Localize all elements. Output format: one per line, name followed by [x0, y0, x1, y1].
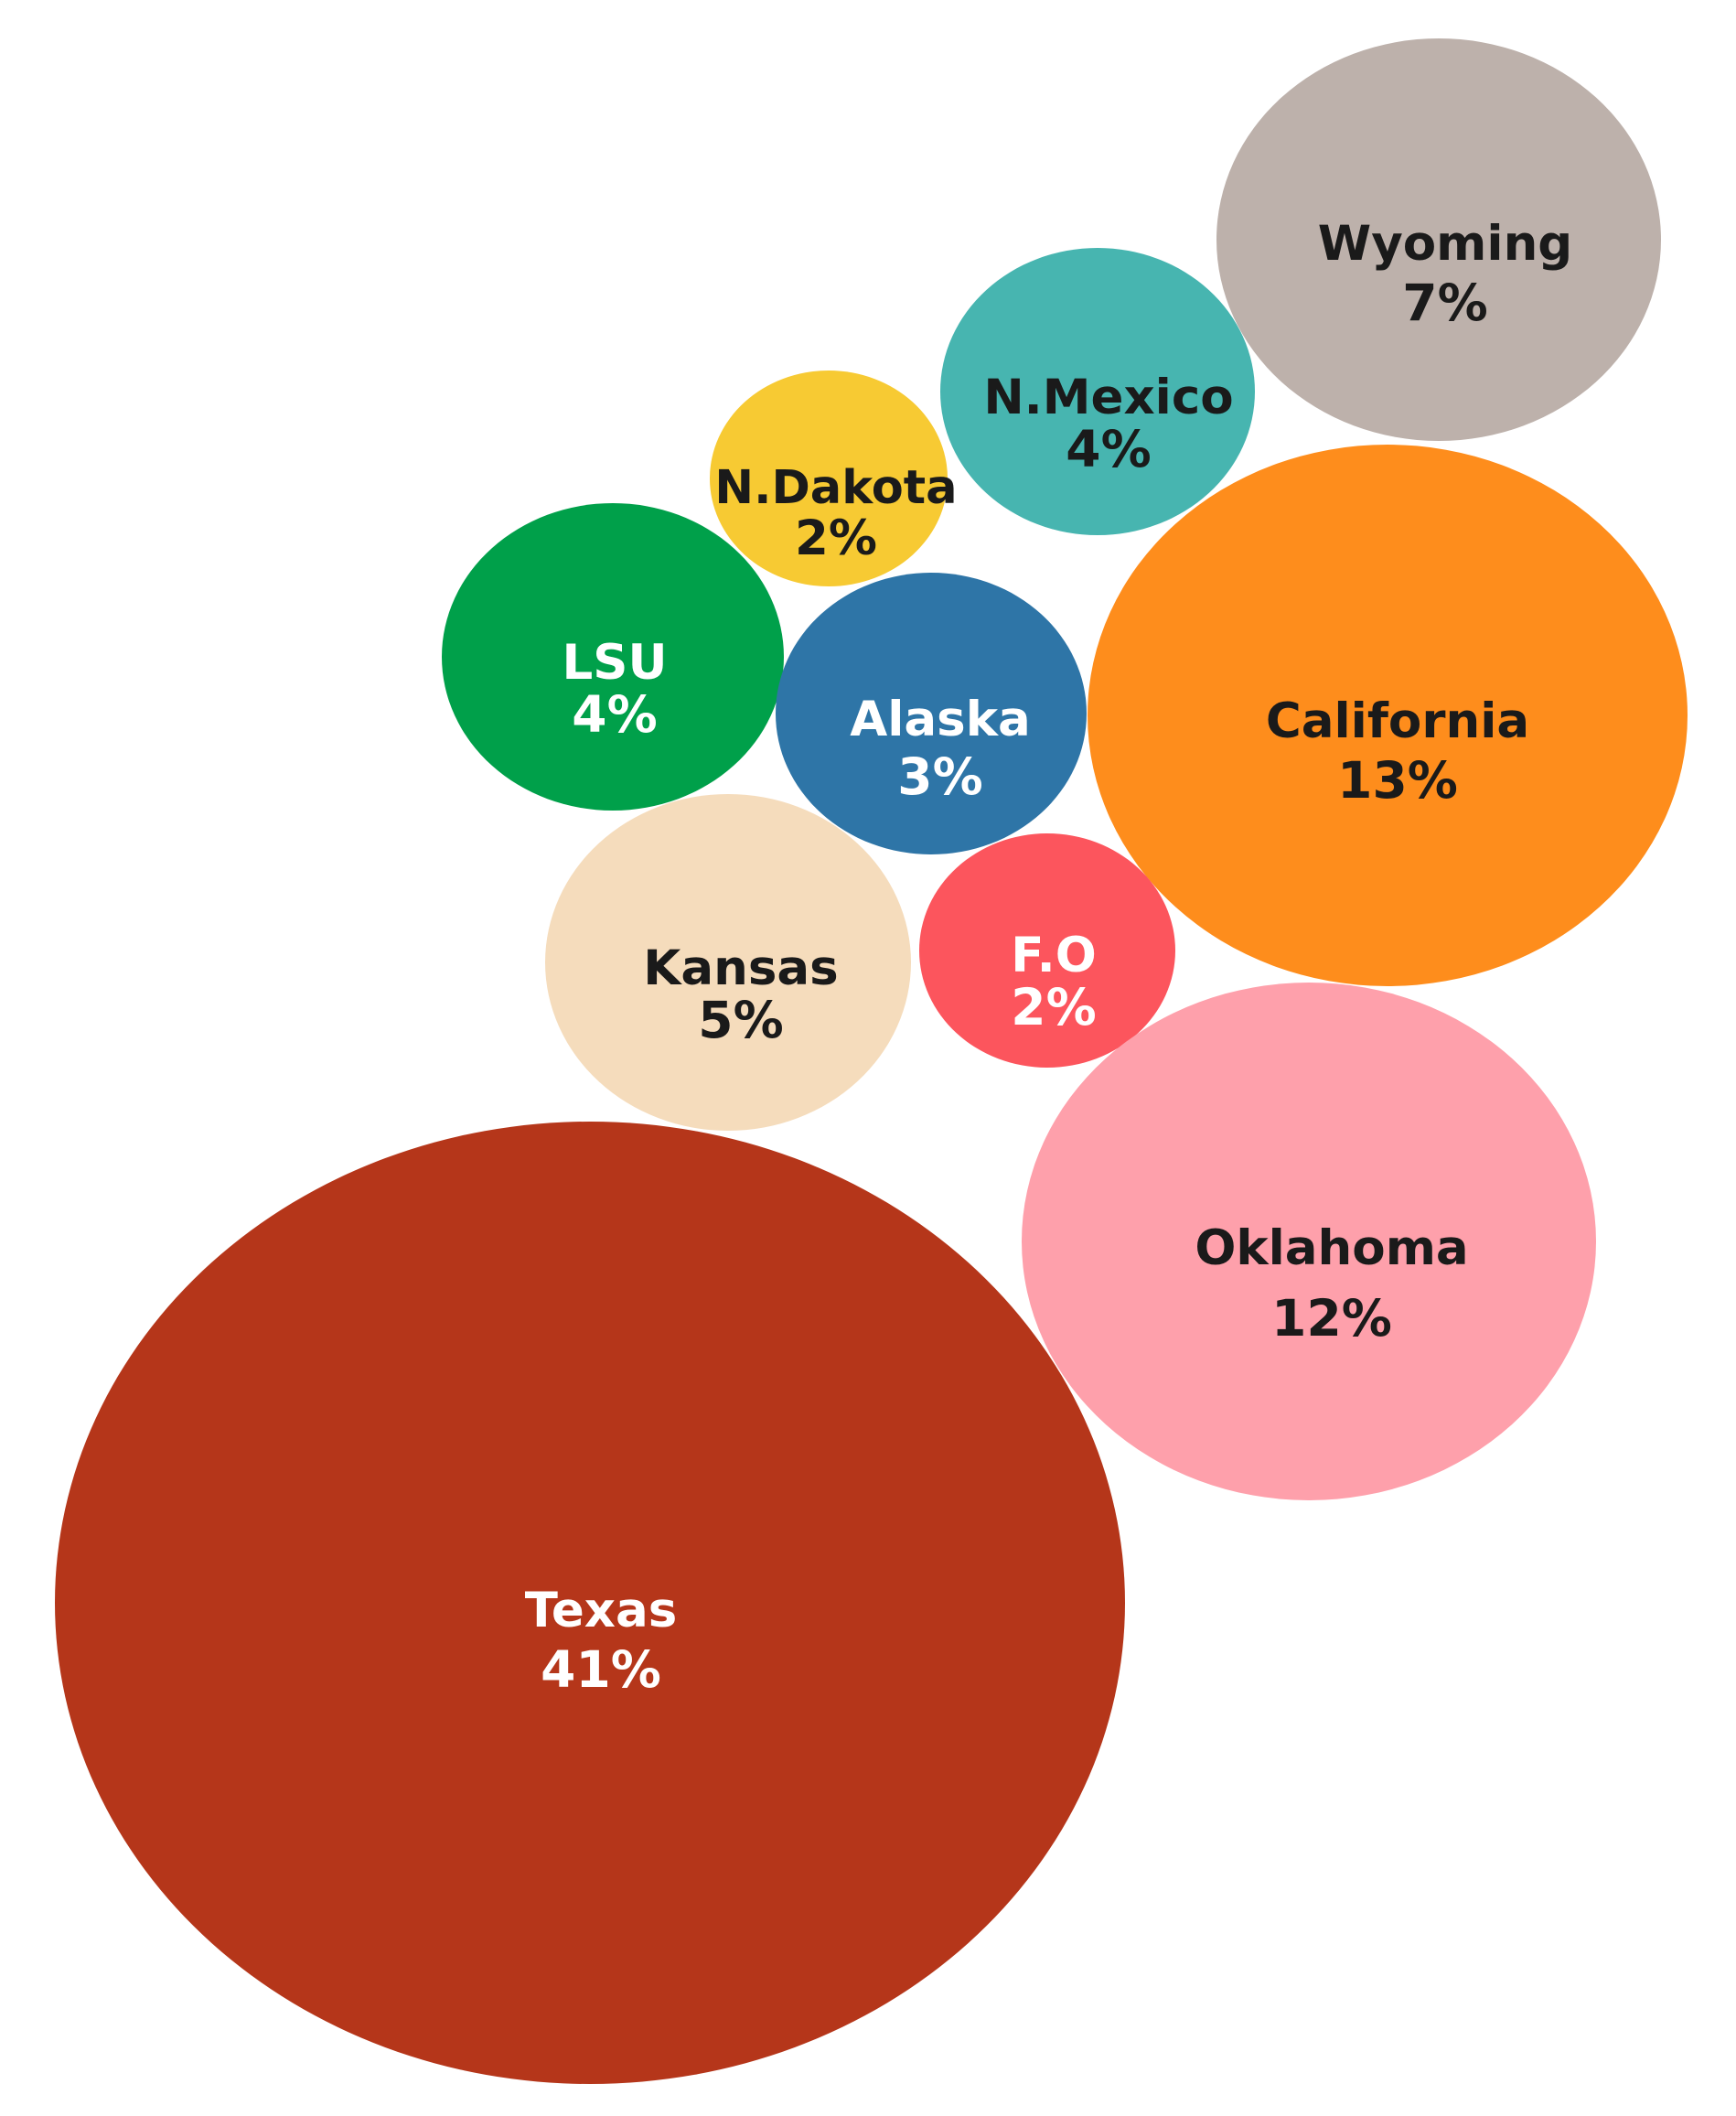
bubble-oklahoma: [1022, 983, 1596, 1500]
bubble-value-texas: 41%: [541, 1640, 661, 1699]
bubble-name-texas: Texas: [525, 1583, 678, 1638]
bubble-name-california: California: [1266, 693, 1529, 749]
bubble-name-kansas: Kansas: [643, 940, 838, 996]
bubble-value-wyoming: 7%: [1402, 274, 1487, 332]
bubble-name-alaska: Alaska: [850, 692, 1031, 747]
bubble-california: [1088, 445, 1688, 986]
bubble-alaska: [776, 573, 1087, 854]
bubble-value-kansas: 5%: [698, 991, 783, 1049]
bubble-name-n-dakota: N.Dakota: [714, 461, 957, 515]
bubble-kansas: [545, 794, 911, 1131]
bubble-value-n-dakota: 2%: [795, 510, 877, 566]
bubble-value-oklahoma: 12%: [1271, 1289, 1392, 1348]
bubble-value-lsu: 4%: [572, 685, 657, 744]
bubble-name-f-o: F.O: [1011, 928, 1097, 983]
bubble-name-lsu: LSU: [563, 635, 668, 691]
bubble-value-alaska: 3%: [897, 747, 982, 806]
bubble-f-o: [919, 833, 1175, 1068]
bubble-wyoming: [1216, 38, 1661, 441]
bubble-n-dakota: [710, 371, 948, 586]
bubble-texas: [55, 1122, 1125, 2084]
bubble-n-mexico: [940, 248, 1255, 535]
bubble-name-oklahoma: Oklahoma: [1195, 1220, 1468, 1276]
bubble-value-n-mexico: 4%: [1066, 420, 1151, 478]
bubbles-layer: [55, 38, 1688, 2084]
bubble-value-f-o: 2%: [1011, 978, 1096, 1037]
bubble-value-california: 13%: [1337, 751, 1458, 810]
bubble-lsu: [442, 503, 784, 811]
bubble-name-wyoming: Wyoming: [1318, 216, 1572, 272]
bubble-name-n-mexico: N.Mexico: [983, 370, 1233, 425]
